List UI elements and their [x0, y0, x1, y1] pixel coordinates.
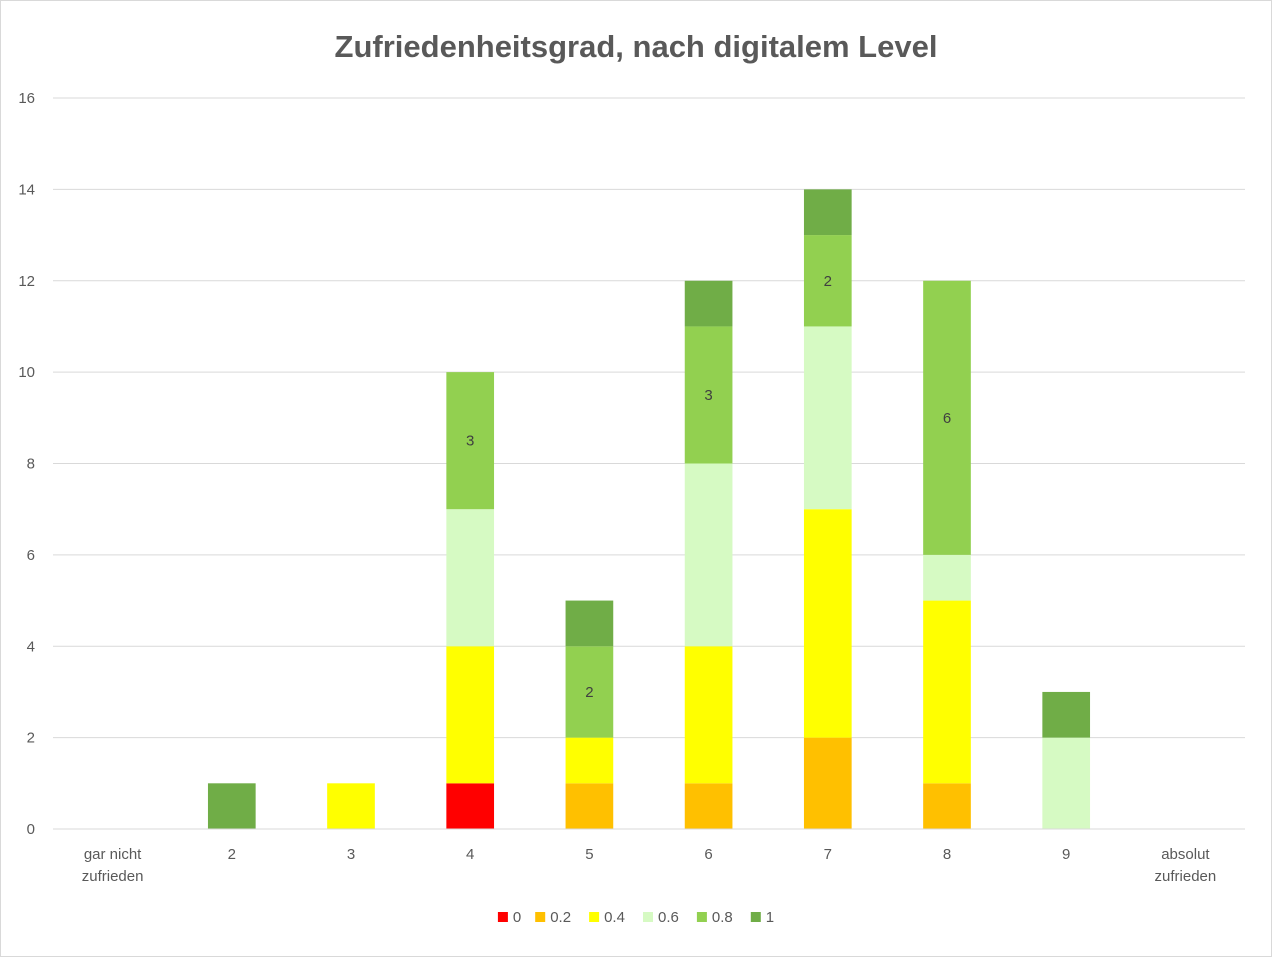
legend-label: 0.6 [658, 909, 679, 926]
legend-item: 1 [750, 909, 774, 926]
bar-segment [923, 554, 971, 601]
bar-segment [803, 189, 852, 236]
x-tick-label: gar nicht zufrieden [82, 846, 144, 885]
legend-swatch [497, 912, 508, 922]
y-tick-label: 8 [27, 456, 35, 473]
bar-segment [446, 783, 495, 829]
bar-segment [565, 646, 614, 738]
y-tick-label: 0 [27, 821, 35, 838]
y-tick-label: 4 [27, 638, 35, 655]
bar-segment [446, 646, 495, 784]
data-labels: 3 2 3 2 6 [466, 273, 951, 701]
bar-segment [923, 280, 971, 555]
bar-segment [803, 326, 852, 510]
bar-segment [923, 783, 971, 829]
legend-label: 0.2 [550, 909, 571, 926]
bar-segment [684, 646, 733, 784]
legend-item: 0.8 [696, 909, 733, 926]
bar-segment [446, 372, 495, 510]
data-label: 3 [466, 433, 474, 450]
legend-label: 0.8 [712, 909, 733, 926]
bar-segment [684, 783, 733, 829]
chart-title: Zufriedenheitsgrad, nach digitalem Level [335, 29, 938, 64]
y-tick-label: 14 [18, 181, 35, 198]
legend-swatch [589, 912, 600, 922]
legend: 0 0.2 0.4 0.6 0.8 1 [497, 909, 774, 926]
y-tick-label: 2 [27, 730, 35, 747]
bar-segment [565, 737, 614, 784]
x-axis: gar nicht zufrieden 2 3 4 5 6 7 8 9 absolut zufried… [53, 828, 1245, 885]
data-label: 3 [704, 387, 712, 404]
bar-segment [446, 509, 495, 647]
bar-segment [207, 783, 256, 829]
x-tick-label: 9 [1062, 846, 1070, 863]
legend-swatch [696, 912, 707, 922]
legend-swatch [535, 912, 546, 922]
x-tick-label: 3 [347, 846, 355, 863]
y-tick-label: 16 [18, 90, 35, 107]
data-label: 2 [585, 684, 593, 701]
gridlines [53, 97, 1245, 830]
bar-segment [1042, 737, 1091, 829]
bar-segment [684, 280, 733, 327]
y-tick-label: 12 [18, 273, 35, 290]
bar-segment [803, 737, 852, 829]
legend-label: 1 [766, 909, 774, 926]
bar-segment [803, 235, 852, 327]
legend-swatch [643, 912, 653, 922]
legend-item: 0.2 [535, 909, 571, 926]
bar-segment [684, 463, 733, 647]
bar-segment [684, 326, 733, 464]
y-axis: 0 2 4 6 8 10 12 14 16 [18, 90, 35, 838]
bar-segment [565, 600, 614, 647]
legend-label: 0.4 [604, 909, 625, 926]
bars [207, 189, 1091, 829]
bar-segment [1042, 691, 1091, 738]
bar-segment [327, 783, 375, 829]
legend-item: 0 [497, 909, 521, 926]
legend-label: 0 [513, 909, 521, 926]
y-tick-label: 6 [27, 547, 35, 564]
x-tick-label: 7 [824, 846, 832, 863]
legend-item: 0.6 [643, 909, 679, 926]
data-label: 6 [943, 410, 951, 427]
bar-segment [923, 600, 971, 784]
x-tick-label: absolut zufrieden [1155, 846, 1217, 885]
legend-item: 0.4 [589, 909, 625, 926]
x-tick-label: 2 [228, 846, 236, 863]
data-label: 2 [824, 273, 832, 290]
bar-segment [803, 509, 852, 738]
x-tick-label: 8 [943, 846, 951, 863]
x-tick-label: 6 [704, 846, 712, 863]
legend-swatch [750, 912, 761, 922]
y-tick-label: 10 [18, 364, 35, 381]
bar-segment [565, 783, 614, 829]
x-tick-label: 4 [466, 846, 474, 863]
x-tick-label: 5 [585, 846, 593, 863]
